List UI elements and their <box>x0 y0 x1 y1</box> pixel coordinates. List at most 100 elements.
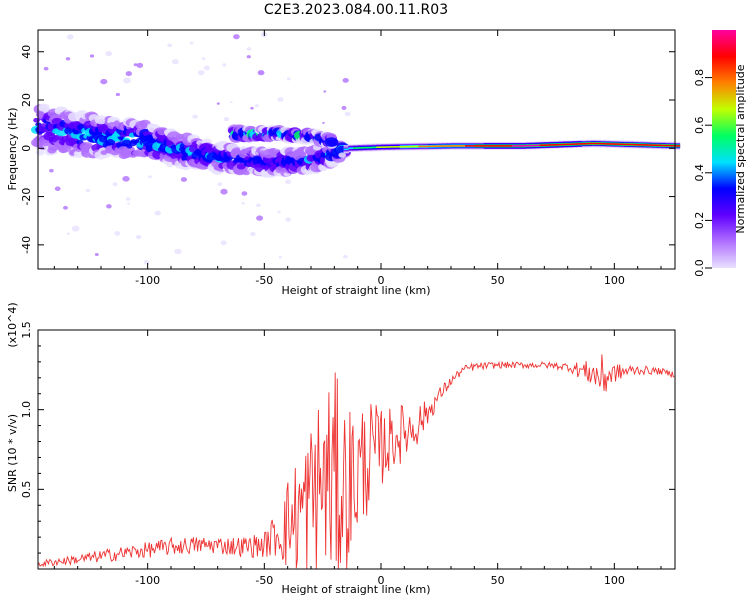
y-tick-label: 0 <box>20 145 33 152</box>
snr-y-axis-title: SNR (10 * v/v) <box>6 414 19 492</box>
heatmap-cell <box>343 148 349 151</box>
x-tick-label: 100 <box>604 574 625 587</box>
heatmap-cell <box>174 248 182 255</box>
heatmap-cell <box>371 146 377 149</box>
x-tick-label: 0 <box>378 574 385 587</box>
colorbar-title: Normalized spectral amplitude <box>734 64 747 233</box>
heatmap-cell <box>123 77 131 84</box>
heatmap-cell <box>558 143 564 146</box>
heatmap-cell <box>94 115 108 125</box>
x-tick-label: -50 <box>255 574 273 587</box>
heatmap-cell <box>577 143 583 145</box>
heatmap-cell <box>277 97 284 102</box>
heatmap-cell <box>502 145 508 147</box>
heatmap-cell <box>236 163 246 170</box>
x-tick-label: 0 <box>378 274 385 287</box>
heatmap-cell <box>516 145 522 147</box>
heatmap-cell <box>623 143 629 146</box>
heatmap-cell <box>256 215 264 221</box>
heatmap-cell <box>474 145 480 147</box>
heatmap-cell <box>423 145 429 148</box>
heatmap-cell <box>324 137 339 148</box>
colorbar-tick-label: 0.4 <box>693 164 706 182</box>
heatmap-cell <box>203 65 210 71</box>
heatmap-cell <box>586 142 592 145</box>
heatmap-cell <box>535 144 541 147</box>
heatmap-cell <box>385 146 391 148</box>
colorbar-ticks: 0.0 0.2 0.4 0.6 0.8 <box>693 69 712 277</box>
heatmap-cell <box>171 59 179 65</box>
figure-title: C2E3.2023.084.00.11.R03 <box>264 2 448 18</box>
heatmap-cell <box>285 179 292 184</box>
heatmap-cell <box>229 101 233 104</box>
heatmap-cell <box>250 231 256 237</box>
heatmap-cell <box>54 186 61 191</box>
heatmap-cell <box>216 102 220 105</box>
snr-x-axis-title: Height of straight line (km) <box>281 583 430 596</box>
x-tick-label: -100 <box>135 274 160 287</box>
heatmap-cell <box>122 176 130 182</box>
heatmap-cell <box>114 231 121 236</box>
heatmap-cell <box>591 142 597 145</box>
heatmap-cell <box>511 145 517 147</box>
heatmap-cell <box>322 121 325 124</box>
heatmap-cell <box>661 144 667 147</box>
spectrogram-panel: -100 -50 0 50 100 -40 -20 0 20 40 Height of strai… <box>6 29 681 297</box>
heatmap-cell <box>595 142 601 145</box>
heatmap-cell <box>404 145 410 148</box>
heatmap-cell <box>507 145 513 147</box>
colorbar-tick-label: 0.6 <box>693 116 706 134</box>
heatmap-cell <box>167 43 173 48</box>
colorbar-tick-label: 0.8 <box>693 69 706 87</box>
heatmap-cell <box>85 188 91 193</box>
heatmap-cell <box>106 139 116 146</box>
heatmap-cell <box>427 145 433 148</box>
heatmap-cell <box>605 143 611 145</box>
heatmap-cell <box>637 144 643 146</box>
heatmap-cell <box>344 111 351 117</box>
heatmap-cell <box>348 147 354 149</box>
heatmap-cell <box>49 168 54 173</box>
x-tick-label: 50 <box>491 274 505 287</box>
heatmap-cell <box>353 147 359 149</box>
x-tick-label: -50 <box>255 274 273 287</box>
heatmap-cell <box>125 71 132 77</box>
heatmap-cell <box>180 177 187 182</box>
spectrogram-y-axis-title: Frequency (Hz) <box>6 108 19 191</box>
heatmap-cell <box>115 92 120 97</box>
heatmap-cell <box>220 240 227 246</box>
heatmap-cell <box>441 145 447 147</box>
colorbar-gradient <box>712 30 736 268</box>
y-tick-label: -20 <box>20 188 33 206</box>
heatmap-cell <box>451 145 457 147</box>
heatmap-cell <box>497 145 503 147</box>
heatmap-cell <box>581 143 587 145</box>
heatmap-cell <box>619 143 625 146</box>
heatmap-cell <box>105 51 113 57</box>
heatmap-cell <box>338 152 347 158</box>
heatmap-cell <box>665 144 671 147</box>
x-tick-label: -100 <box>135 574 160 587</box>
y-tick-label: 40 <box>20 45 33 59</box>
heatmap-cell <box>544 144 550 146</box>
y-tick-label: -40 <box>20 236 33 254</box>
heatmap-cell <box>66 232 71 235</box>
heatmap-cell <box>628 143 634 146</box>
snr-panel: -100 -50 0 50 100 0.5 1.0 1.5 Height of straigh… <box>6 302 676 596</box>
y-tick-label: 20 <box>20 93 33 107</box>
heatmap-cell <box>530 144 536 147</box>
heatmap-cell <box>256 203 261 208</box>
heatmap-cell <box>600 142 606 145</box>
snr-ticks: -100 -50 0 50 100 0.5 1.0 1.5 <box>20 321 675 587</box>
heatmap-cell <box>539 144 545 146</box>
heatmap-cell <box>525 144 531 147</box>
heatmap-cell <box>633 143 639 146</box>
heatmap-cell <box>409 145 415 148</box>
heatmap-cell <box>142 131 149 136</box>
heatmap-cell <box>148 175 152 179</box>
heatmap-cell <box>65 57 71 61</box>
heatmap-cell <box>521 145 527 147</box>
heatmap-cell <box>154 210 161 216</box>
heatmap-cell <box>217 182 223 187</box>
